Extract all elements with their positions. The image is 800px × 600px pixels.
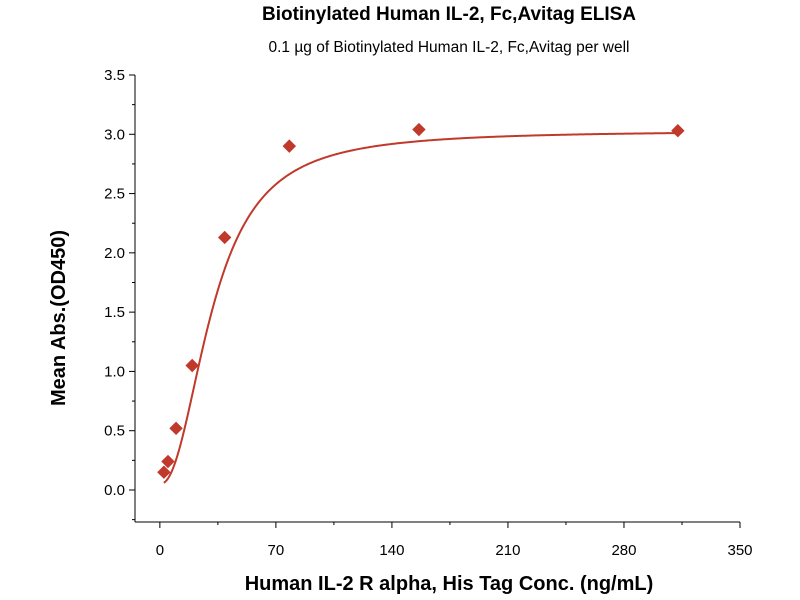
data-points-layer bbox=[157, 122, 685, 479]
x-tick-label: 210 bbox=[495, 542, 520, 559]
data-point bbox=[412, 122, 426, 137]
y-tick-label: 3.5 bbox=[104, 67, 125, 84]
x-tick-label: 350 bbox=[727, 542, 752, 559]
x-tick-label: 280 bbox=[611, 542, 636, 559]
y-tick-label: 1.0 bbox=[104, 363, 125, 380]
fit-curve bbox=[163, 132, 678, 484]
y-tick-label: 0.0 bbox=[104, 482, 125, 499]
y-tick-label: 1.5 bbox=[104, 304, 125, 321]
chart-subtitle: 0.1 µg of Biotinylated Human IL-2, Fc,Av… bbox=[268, 39, 629, 56]
x-tick-label: 0 bbox=[156, 542, 164, 559]
y-axis-title: Mean Abs.(OD450) bbox=[48, 230, 70, 406]
data-point bbox=[217, 230, 232, 245]
y-tick-label: 2.0 bbox=[104, 245, 125, 262]
data-point bbox=[671, 124, 685, 138]
fit-curve-layer bbox=[163, 132, 678, 484]
y-axis: 0.0 0.5 1.0 1.5 2.0 2.5 3.0 3.5 bbox=[104, 67, 136, 522]
data-point bbox=[282, 139, 297, 153]
data-point bbox=[157, 465, 171, 479]
y-tick-label: 3.0 bbox=[104, 126, 125, 143]
x-axis-title: Human IL-2 R alpha, His Tag Conc. (ng/mL… bbox=[245, 573, 654, 595]
y-tick-label: 0.5 bbox=[104, 423, 125, 440]
data-point bbox=[161, 454, 175, 469]
chart-title: Biotinylated Human IL-2, Fc,Avitag ELISA bbox=[262, 4, 636, 25]
data-point bbox=[185, 358, 199, 373]
x-axis: 0 70 140 210 280 350 bbox=[135, 521, 753, 559]
x-tick-label: 70 bbox=[268, 542, 285, 559]
x-tick-label: 140 bbox=[379, 542, 404, 559]
data-point bbox=[169, 421, 183, 436]
y-tick-label: 2.5 bbox=[104, 186, 125, 203]
